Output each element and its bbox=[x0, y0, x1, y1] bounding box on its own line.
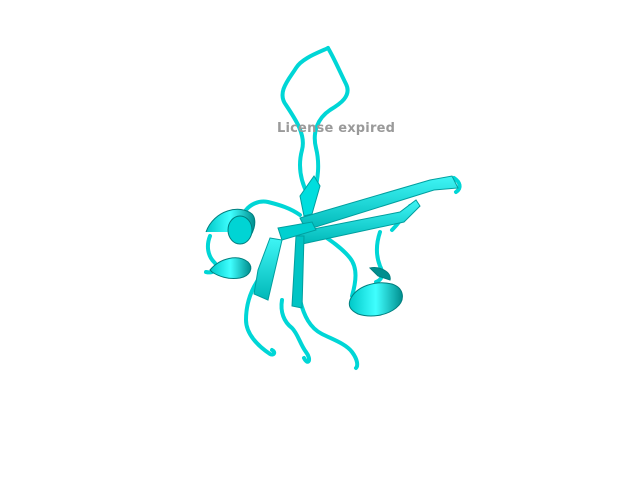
coil-loops bbox=[204, 46, 462, 370]
beta-sheet bbox=[253, 175, 459, 309]
license-watermark: License expired bbox=[277, 121, 396, 136]
alpha-helix-right bbox=[348, 267, 403, 317]
alpha-helix-left bbox=[205, 208, 256, 279]
